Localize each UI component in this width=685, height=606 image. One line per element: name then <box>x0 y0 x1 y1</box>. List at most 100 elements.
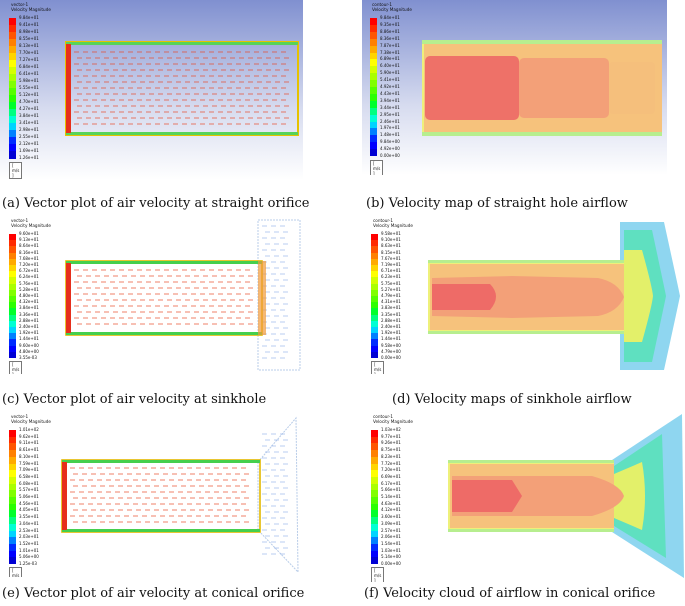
color-band <box>9 252 16 260</box>
color-band <box>371 283 378 291</box>
panel-f: contour-1 Velocity Magnitude 1.03e+02 9.7… <box>362 412 685 606</box>
wall-top <box>422 40 662 44</box>
color-band <box>370 18 377 26</box>
color-band <box>370 73 377 81</box>
tube-bottom-edge <box>66 132 298 135</box>
wall-top <box>428 260 624 263</box>
legend-tick-label: 7.68e+01 <box>19 255 39 261</box>
color-band <box>9 456 16 464</box>
color-band <box>371 234 378 241</box>
color-band <box>9 25 16 33</box>
legend-tick-label: 1.44e+01 <box>19 336 39 342</box>
color-band <box>371 320 378 328</box>
caption-e: (e) Vector plot of air velocity at conic… <box>2 586 305 601</box>
color-bar <box>371 234 378 359</box>
legend-tick-label: 7.38e+01 <box>380 49 400 55</box>
color-band <box>9 314 16 322</box>
legend-tick-label: 5.41e+01 <box>380 77 400 83</box>
color-band <box>9 463 16 471</box>
color-band <box>371 456 378 464</box>
color-band <box>9 18 16 26</box>
legend-tick-label: 4.80e+00 <box>19 348 39 354</box>
legend-tick-label: 2.03e+01 <box>19 534 39 540</box>
color-band <box>9 490 16 498</box>
color-band <box>9 60 16 68</box>
color-band <box>371 530 378 538</box>
legend-tick-label: 4.32e+01 <box>19 299 39 305</box>
legend-title-line1: contour-1 <box>372 2 393 7</box>
vector-field <box>74 269 253 325</box>
legend-tick-label: 9.60e+01 <box>19 231 39 236</box>
color-band <box>9 450 16 458</box>
color-band <box>371 550 378 558</box>
color-band <box>9 351 16 359</box>
legend-tick-label: 1.48e+01 <box>380 132 400 138</box>
cone-vectors <box>262 433 288 555</box>
color-band <box>9 53 16 61</box>
color-band <box>371 503 378 511</box>
legend-tick-label: 8.61e+01 <box>19 447 39 453</box>
legend-tick-label: 5.06e+01 <box>19 494 39 499</box>
legend-tick-label: 8.16e+01 <box>19 249 39 255</box>
panel-a-figure: vector-1 Velocity Magnitude 9.84e+01 9.41… <box>0 0 303 180</box>
legend-tick-label: 6.69e+01 <box>381 473 401 479</box>
color-band <box>370 142 377 150</box>
background <box>0 0 303 180</box>
legend-title-line2: Velocity Magnitude <box>11 7 51 12</box>
color-band <box>371 289 378 297</box>
legend-tick-label: 1.69e+01 <box>19 148 39 153</box>
color-band <box>9 537 16 545</box>
color-band <box>371 543 378 552</box>
color-band <box>9 265 16 272</box>
legend-tick-label: 8.63e+01 <box>381 243 401 249</box>
panel-f-graphic <box>362 412 685 582</box>
legend-tick-label: 3.55e+01 <box>19 514 39 520</box>
color-band <box>9 258 16 266</box>
legend-tick-label: 6.72e+01 <box>19 268 39 274</box>
legend-tick-label: 9.41e+01 <box>19 22 39 27</box>
legend-tick-label: 2.55e+01 <box>19 134 39 139</box>
color-band <box>9 39 16 47</box>
color-band <box>9 510 16 518</box>
color-band <box>9 503 16 511</box>
legend-tick-label: 4.79e+00 <box>381 348 401 354</box>
color-band <box>371 436 378 444</box>
color-band <box>371 443 378 451</box>
color-band <box>9 345 16 353</box>
legend-tick-label: 8.98e+01 <box>19 29 39 34</box>
legend-tick-label: 1.26e+01 <box>19 155 39 160</box>
legend-tick-label: 5.06e+00 <box>19 554 39 560</box>
legend-tick-label: 7.27e+01 <box>19 57 39 62</box>
panel-d-figure: contour-1 Velocity Magnitude 9.58e+01 9.1… <box>362 216 685 374</box>
color-band <box>370 149 377 157</box>
panel-f-figure: contour-1 Velocity Magnitude 1.03e+02 9.7… <box>362 412 685 582</box>
wall-bottom <box>428 331 624 334</box>
legend-tick-label: 6.24e+01 <box>19 274 39 280</box>
background <box>0 412 303 577</box>
legend-tick-label: 9.84e+01 <box>380 15 400 20</box>
legend-title-line2: Velocity Magnitude <box>11 419 51 424</box>
color-band <box>370 135 377 143</box>
legend-tick-label: 6.71e+01 <box>381 268 401 274</box>
legend-tick-label: 9.26e+01 <box>381 440 401 446</box>
color-band <box>9 308 16 316</box>
chamber-vectors <box>262 225 288 359</box>
legend-tick-label: 1.03e+02 <box>381 427 401 432</box>
legend-tick-label: 1.97e+01 <box>380 125 400 131</box>
color-band <box>371 476 378 485</box>
legend-tick-label: 1.44e+01 <box>381 336 401 342</box>
color-band <box>371 246 378 254</box>
color-band <box>371 470 378 478</box>
tube-top-edge <box>66 261 262 264</box>
color-band <box>371 296 378 303</box>
panel-c: vector-1 Velocity Magnitude 9.60e+01 9.13… <box>0 216 303 412</box>
legend-tick-label: 5.75e+01 <box>381 280 401 286</box>
color-band <box>370 38 377 47</box>
tube-bottom-edge <box>62 529 260 532</box>
caption-d: (d) Velocity maps of sinkhole airflow <box>392 392 632 407</box>
color-band <box>9 67 16 75</box>
color-band <box>9 144 16 152</box>
legend-tick-label: 4.43e+01 <box>380 90 400 96</box>
legend-tick-label: 7.87e+01 <box>380 42 400 48</box>
color-band <box>371 277 378 285</box>
